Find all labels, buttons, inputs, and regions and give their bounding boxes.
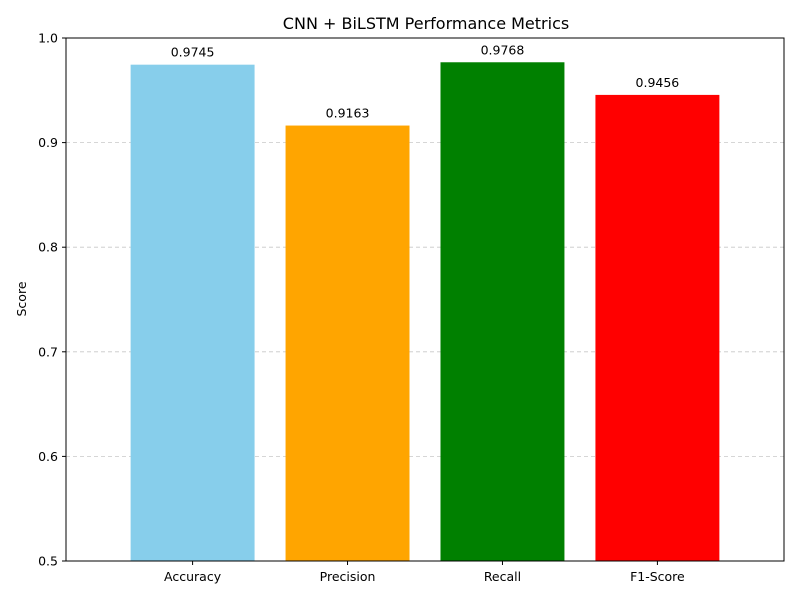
value-label: 0.9456 (636, 75, 680, 90)
y-axis-label: Score (14, 281, 29, 316)
y-tick-label: 0.5 (38, 554, 58, 569)
y-tick-label: 0.8 (38, 240, 58, 255)
value-label: 0.9163 (326, 106, 370, 121)
x-tick-label: Recall (484, 569, 521, 584)
x-axis-ticks: Accuracy Precision Recall F1-Score (164, 561, 685, 584)
y-tick-label: 0.9 (38, 135, 58, 150)
bar-recall (440, 62, 565, 561)
x-tick-label: Accuracy (164, 569, 222, 584)
y-axis-ticks: 0.5 0.6 0.7 0.8 0.9 1.0 (38, 31, 66, 569)
bar-accuracy (130, 64, 255, 561)
y-tick-label: 0.6 (38, 449, 58, 464)
value-label: 0.9768 (481, 42, 525, 57)
x-tick-label: F1-Score (630, 569, 685, 584)
value-labels: 0.9745 0.9163 0.9768 0.9456 (171, 42, 680, 120)
plot-frame (65, 37, 785, 562)
x-tick-label: Precision (320, 569, 376, 584)
y-tick-label: 0.7 (38, 344, 58, 359)
bar-precision (285, 125, 410, 561)
y-tick-label: 1.0 (38, 31, 58, 46)
value-label: 0.9745 (171, 45, 215, 60)
bar-f1-score (595, 94, 720, 561)
chart-title: CNN + BiLSTM Performance Metrics (283, 14, 569, 33)
bars (130, 62, 720, 561)
